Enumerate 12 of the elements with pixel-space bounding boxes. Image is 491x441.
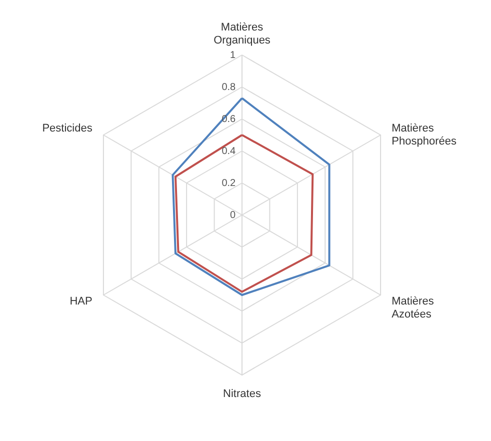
spoke-label: Nitrates xyxy=(223,388,262,400)
y-tick-label: 0.2 xyxy=(222,178,236,189)
y-tick-label: 1 xyxy=(230,50,236,61)
spoke-label: HAP xyxy=(70,295,92,308)
y-tick-label: 0 xyxy=(230,210,236,221)
spoke-label: Matières Phosphorées xyxy=(392,122,457,148)
y-tick-label: 0.6 xyxy=(222,114,236,125)
spoke-label: Pesticides xyxy=(42,122,93,135)
y-tick-label: 0.8 xyxy=(222,82,236,93)
spoke-label: Matières Organiques xyxy=(214,22,271,47)
y-tick-label: 0.4 xyxy=(222,146,236,157)
spoke-label: Matières Azotées xyxy=(392,295,434,320)
